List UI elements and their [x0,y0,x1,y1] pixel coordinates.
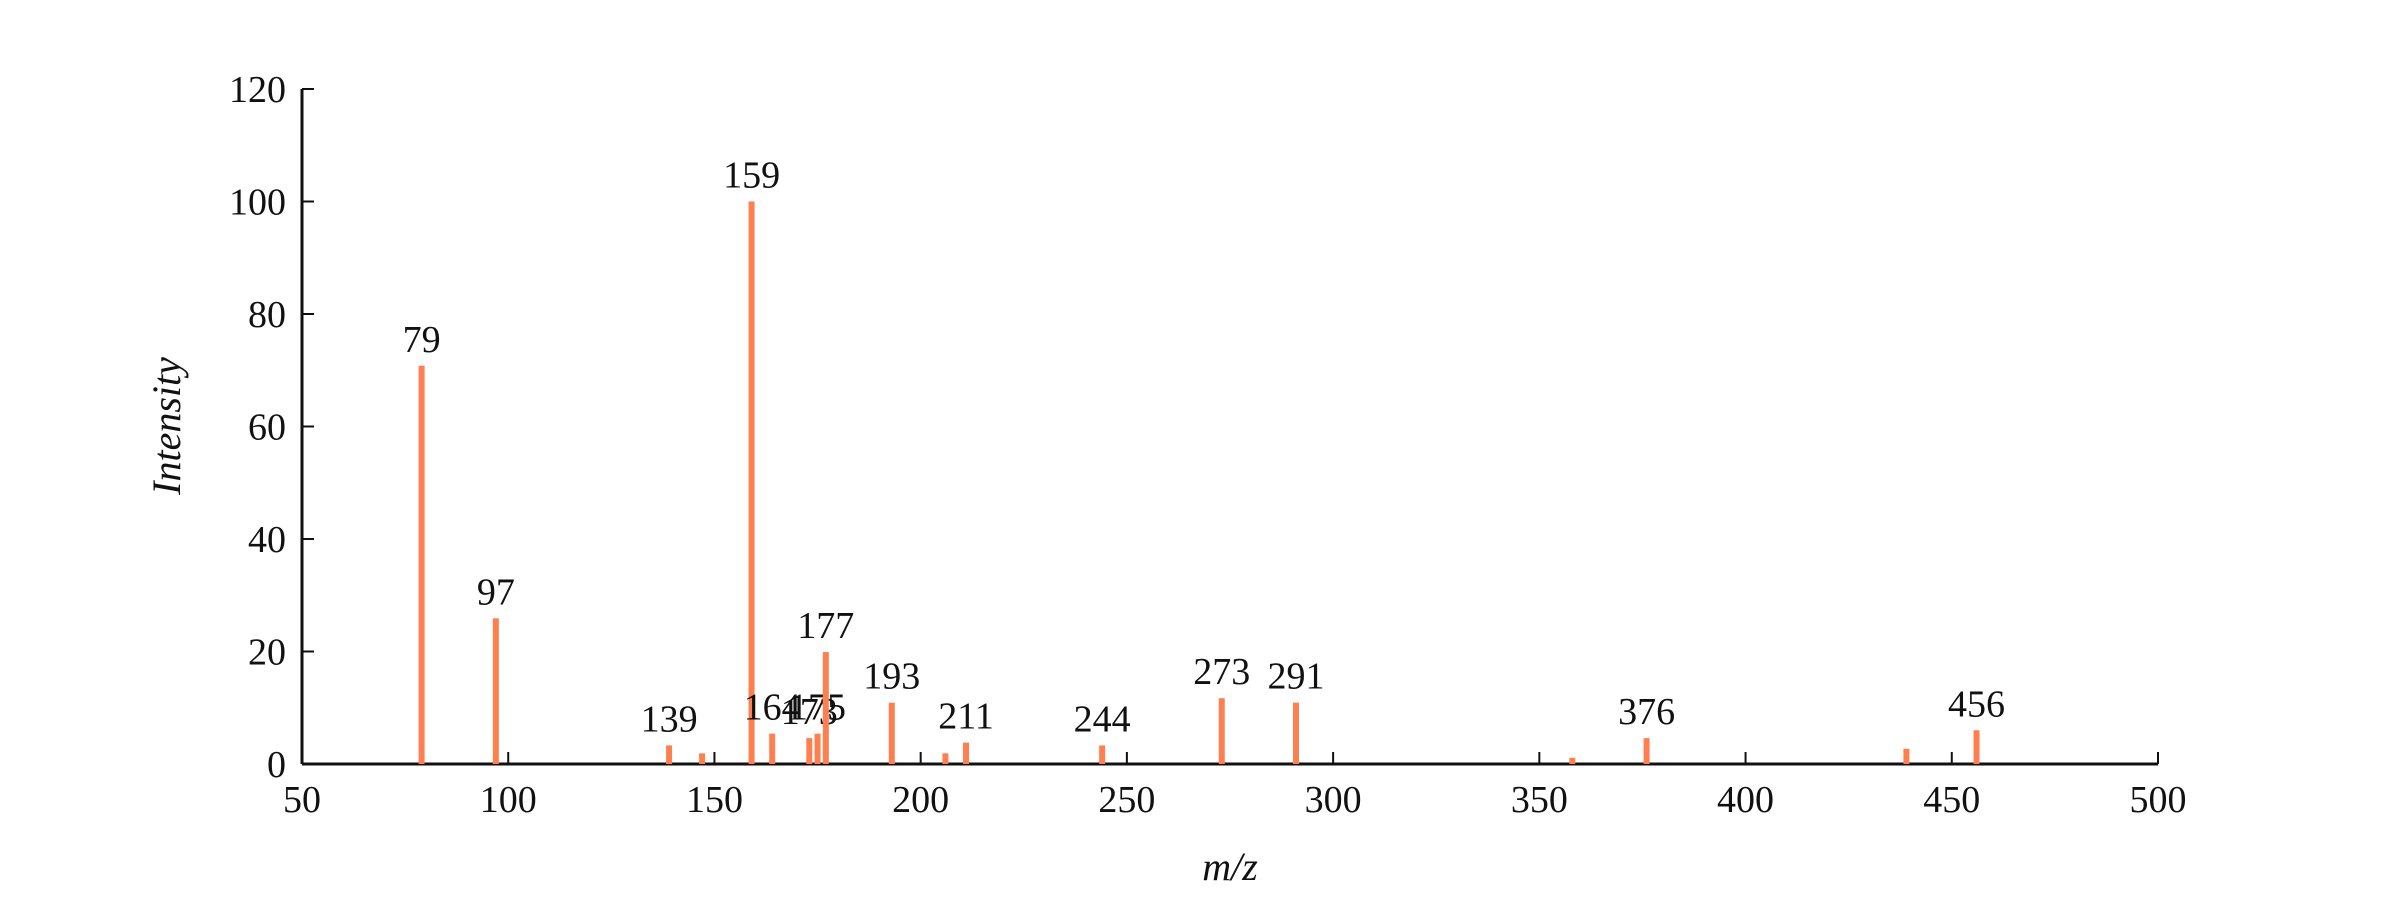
y-tick-label: 40 [248,519,286,561]
peak [748,201,755,764]
x-tick-label: 250 [1098,779,1155,821]
peak-label: 164 [744,687,801,729]
x-axis-label: m/z [1202,844,1258,889]
y-tick-label: 100 [229,182,286,224]
y-tick-label: 0 [267,744,286,786]
x-tick-label: 200 [892,779,949,821]
peak-label: 376 [1618,691,1675,733]
peak [963,742,970,764]
peak [1643,738,1650,764]
peak [1292,702,1299,764]
peak-label: 244 [1074,698,1131,740]
x-tick-label: 350 [1511,779,1568,821]
x-tick-label: 100 [480,779,537,821]
peak [1218,698,1225,764]
x-tick-label: 150 [686,779,743,821]
peak [1973,730,1980,764]
y-tick-label: 120 [229,69,286,111]
x-tick-label: 450 [1923,779,1980,821]
peak [699,753,706,764]
peak-label: 273 [1193,651,1250,693]
x-tick-label: 500 [2130,779,2187,821]
y-tick-label: 80 [248,294,286,336]
peak-label: 139 [641,698,698,740]
peak-label: 291 [1267,656,1324,698]
peak [492,618,499,764]
peak [806,738,813,764]
peak-label: 177 [797,605,854,647]
peak-label: 79 [403,319,441,361]
peak-label: 211 [938,696,994,738]
peak-label: 175 [789,687,846,729]
peak-label: 456 [1948,683,2005,725]
peak [888,702,895,764]
peak-label: 193 [863,656,920,698]
peak [1569,757,1576,764]
x-tick-label: 300 [1305,779,1362,821]
peak [822,652,829,764]
peak-label: 97 [477,571,515,613]
x-tick-label: 400 [1717,779,1774,821]
x-tick-label: 50 [283,779,321,821]
peak [1903,748,1910,764]
peak [942,753,949,764]
peak [1099,745,1106,764]
y-tick-label: 60 [248,407,286,449]
peak [769,733,776,764]
peak-label: 159 [723,155,780,197]
peak [814,733,821,764]
peak [666,745,673,764]
y-axis-label: Intensity [144,357,189,496]
peak [418,365,425,764]
y-tick-label: 20 [248,632,286,674]
